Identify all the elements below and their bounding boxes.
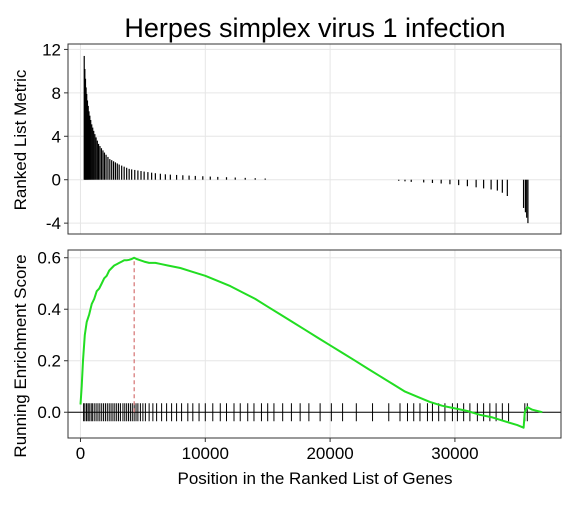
bottom-y-tick-label: 0.6 xyxy=(37,249,61,268)
bottom-y-axis-label: Running Enrichment Score xyxy=(11,254,30,457)
bottom-y-tick-label: 0.0 xyxy=(37,403,61,422)
gene-hit-ticks xyxy=(83,403,528,422)
top-y-tick-label: -4 xyxy=(46,214,61,233)
bottom-x-ticks: 0 10000 20000 30000 xyxy=(76,438,479,463)
top-grid xyxy=(68,44,561,234)
top-y-tick-label: 0 xyxy=(52,171,61,190)
x-axis-label: Position in the Ranked List of Genes xyxy=(178,469,453,488)
bottom-y-ticks: 0.0 0.2 0.4 0.6 xyxy=(37,249,68,422)
bottom-y-tick-label: 0.4 xyxy=(37,300,61,319)
top-y-axis-label: Ranked List Metric xyxy=(11,69,30,210)
top-y-tick-label: 8 xyxy=(52,84,61,103)
x-tick-label: 10000 xyxy=(182,444,229,463)
top-y-tick-label: 4 xyxy=(52,127,61,146)
enrichment-curve xyxy=(79,256,543,429)
top-panel-border xyxy=(67,43,562,235)
top-y-ticks: -4 0 4 8 12 xyxy=(42,40,68,233)
metric-bars xyxy=(83,55,529,224)
top-y-tick-label: 12 xyxy=(42,40,61,59)
enrichment-score-line xyxy=(79,256,543,429)
x-tick-label: 30000 xyxy=(431,444,478,463)
x-tick-label: 20000 xyxy=(306,444,353,463)
bottom-y-tick-label: 0.2 xyxy=(37,352,61,371)
chart-title: Herpes simplex virus 1 infection xyxy=(124,13,505,43)
x-tick-label: 0 xyxy=(76,444,85,463)
bottom-panel-border xyxy=(67,249,562,439)
